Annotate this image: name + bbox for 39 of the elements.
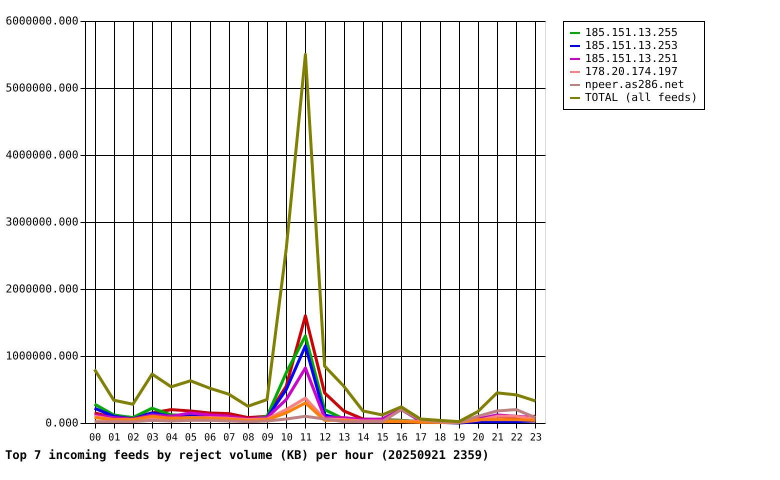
x-tick-label: 05 <box>184 432 197 444</box>
x-tick-label: 00 <box>89 432 102 444</box>
x-tick-label: 01 <box>108 432 120 444</box>
y-tick-label: 6000000.000 <box>6 14 78 28</box>
y-tick-label: 0.000 <box>45 416 78 430</box>
x-tick-label: 11 <box>300 432 312 444</box>
legend-label: 185.151.13.253 <box>585 39 678 52</box>
x-tick-label: 23 <box>530 432 542 444</box>
x-tick-label: 18 <box>434 432 446 444</box>
x-tick-label: 04 <box>166 432 178 444</box>
x-tick-label: 19 <box>453 432 466 444</box>
x-tick-label: 17 <box>414 432 427 444</box>
x-tick-label: 10 <box>280 432 293 444</box>
x-tick-label: 21 <box>492 432 504 444</box>
legend-label: 185.151.13.255 <box>585 26 678 39</box>
x-tick-label: 12 <box>319 432 332 444</box>
y-tick-label: 2000000.000 <box>6 282 78 296</box>
legend-label: TOTAL (all feeds) <box>585 91 698 104</box>
line-series <box>93 53 537 424</box>
x-tick-label: 16 <box>396 432 408 444</box>
x-tick-label: 14 <box>357 432 370 444</box>
legend-label: 178.20.174.197 <box>585 65 678 78</box>
x-tick-label: 13 <box>338 432 350 444</box>
x-tick-label: 22 <box>510 432 523 444</box>
legend-label: npeer.as286.net <box>585 78 684 91</box>
x-tick-label: 03 <box>146 432 159 444</box>
y-tick-label: 3000000.000 <box>6 216 78 228</box>
y-tick-label: 5000000.000 <box>6 82 78 94</box>
x-tick-label: 06 <box>204 432 216 444</box>
x-tick-label: 09 <box>262 432 274 444</box>
x-tick-label: 08 <box>242 432 254 444</box>
legend-label: 185.151.13.251 <box>585 52 678 65</box>
x-tick-label: 02 <box>127 432 140 444</box>
x-tick-label: 07 <box>223 432 236 444</box>
y-tick-label: 1000000.000 <box>6 350 78 362</box>
x-tick-label: 15 <box>376 432 389 444</box>
y-tick-label: 4000000.000 <box>6 148 78 162</box>
text: Top 7 incoming feeds by reject volume (KB) per hour (20250921 2359) <box>5 448 490 462</box>
x-tick-label: 20 <box>472 432 484 444</box>
